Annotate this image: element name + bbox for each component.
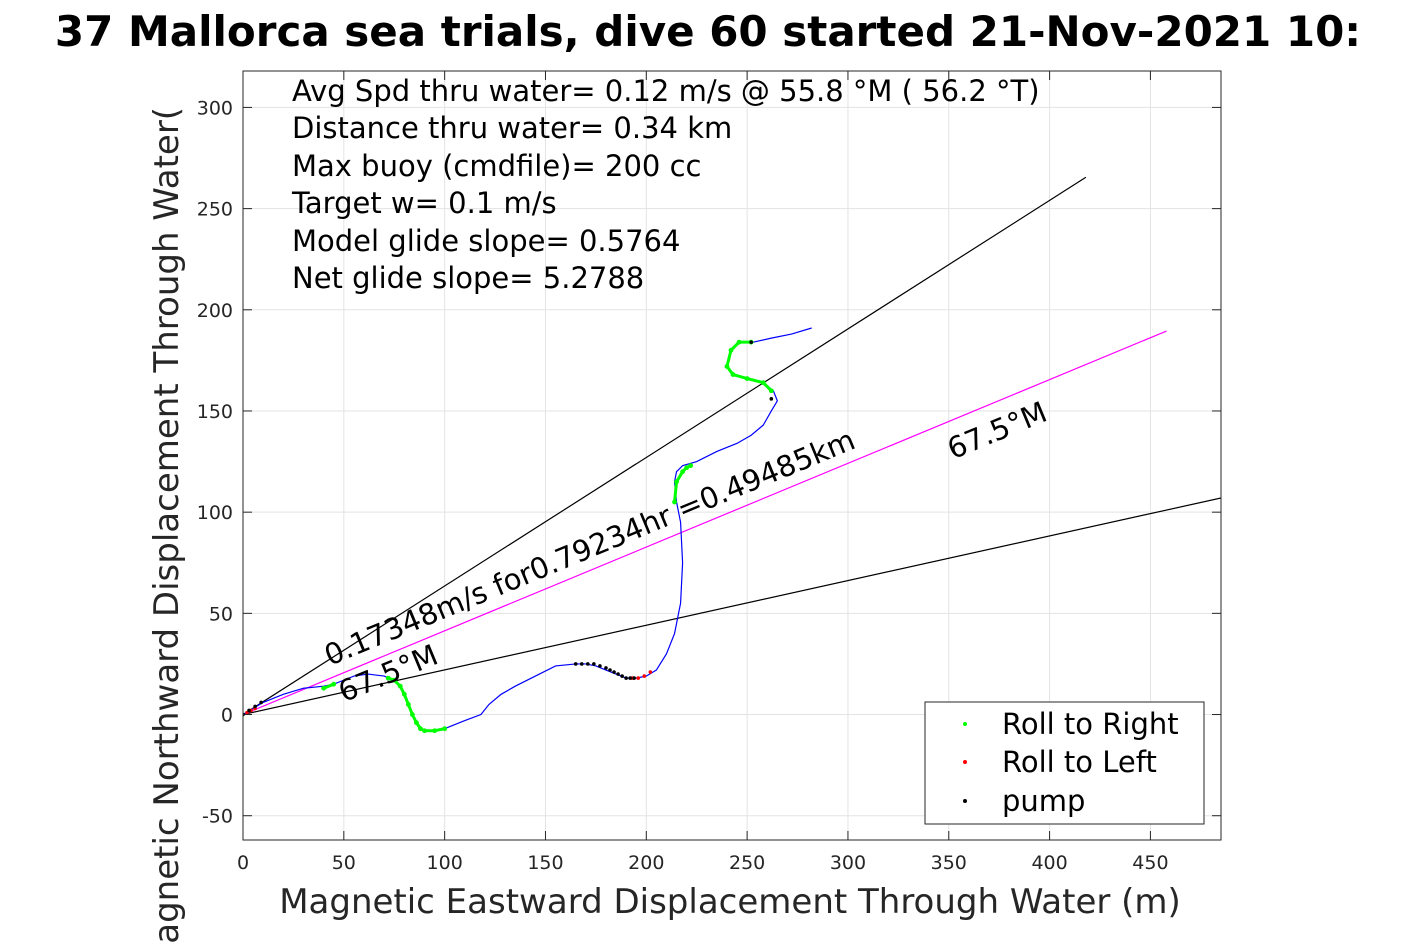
pump-point <box>632 676 636 680</box>
reference-line <box>243 497 1221 716</box>
info-line: Target w= 0.1 m/s <box>291 186 557 220</box>
pump-point <box>604 666 608 670</box>
y-tick-label: 200 <box>197 300 233 322</box>
pump-point <box>749 340 753 344</box>
x-tick-label: 300 <box>830 852 866 874</box>
roll-to-left-point <box>648 670 653 674</box>
info-line: Model glide slope= 0.5764 <box>292 224 680 258</box>
x-tick-label: 450 <box>1132 852 1168 874</box>
legend-marker-roll-right <box>963 722 967 726</box>
roll-to-right-segment <box>387 676 445 733</box>
legend-box <box>924 701 1205 825</box>
chart-title: 37 Mallorca sea trials, dive 60 started … <box>55 7 1361 56</box>
x-tick-label: 400 <box>1031 852 1067 874</box>
series-layer <box>243 327 812 734</box>
axis-ticks: 0 50 100 150 200 250 300 350 400 450 -50 0 50 100 150 2… <box>197 71 1221 874</box>
reference-line <box>243 330 1167 716</box>
reference-line <box>243 176 1087 716</box>
x-axis-label: Magnetic Eastward Displacement Through W… <box>279 882 1181 922</box>
roll-to-right-segment <box>323 682 335 690</box>
y-tick-label: 250 <box>197 199 233 221</box>
pump-point <box>592 662 596 666</box>
pump-point <box>586 662 590 666</box>
reference-lines <box>243 176 1221 716</box>
pump-point <box>608 668 612 672</box>
pump-point <box>624 676 628 680</box>
x-tick-label: 250 <box>729 852 765 874</box>
legend-label-roll-right: Roll to Right <box>1002 707 1179 741</box>
info-line: Distance thru water= 0.34 km <box>292 111 732 145</box>
pump-point <box>573 662 578 666</box>
x-tick-label: 50 <box>332 852 356 874</box>
pump-point <box>620 674 624 678</box>
pump-point <box>769 397 774 401</box>
x-tick-label: 0 <box>237 852 249 874</box>
x-tick-label: 200 <box>628 852 664 874</box>
y-axis-label: Magnetic Northward Displacement Through … <box>147 107 187 945</box>
pump-point <box>612 670 616 674</box>
roll-to-left-point <box>642 674 647 678</box>
y-tick-label: -50 <box>202 806 233 828</box>
roll-to-left-point <box>636 676 641 680</box>
axes-box <box>242 70 1222 841</box>
legend: Roll to Right Roll to Left pump <box>924 701 1205 825</box>
legend-marker-pump <box>963 799 967 803</box>
info-text-block: Avg Spd thru water= 0.12 m/s @ 55.8 °M (… <box>291 74 1040 295</box>
legend-label-roll-left: Roll to Left <box>1002 745 1157 779</box>
pump-point <box>253 704 257 709</box>
info-line: Max buoy (cmdfile)= 200 cc <box>292 149 701 183</box>
y-tick-label: 100 <box>197 502 233 524</box>
y-tick-label: 50 <box>209 603 233 625</box>
legend-marker-roll-left <box>963 760 967 764</box>
x-tick-label: 150 <box>527 852 563 874</box>
x-tick-label: 350 <box>931 852 967 874</box>
pump-point <box>598 664 602 668</box>
pump-point <box>628 676 632 680</box>
pump-point <box>579 662 584 666</box>
roll-to-right-segment <box>673 464 692 503</box>
info-line: Net glide slope= 5.2788 <box>292 261 644 295</box>
info-line: Avg Spd thru water= 0.12 m/s @ 55.8 °M (… <box>292 74 1040 108</box>
y-tick-label: 150 <box>197 401 233 423</box>
pump-point <box>259 700 263 705</box>
y-tick-label: 300 <box>197 97 233 119</box>
y-tick-label: 0 <box>221 705 233 727</box>
pump-point <box>247 708 251 713</box>
x-tick-label: 100 <box>427 852 463 874</box>
legend-label-pump: pump <box>1002 784 1085 818</box>
roll-to-right-segment <box>725 340 773 392</box>
pump-point <box>616 672 620 676</box>
